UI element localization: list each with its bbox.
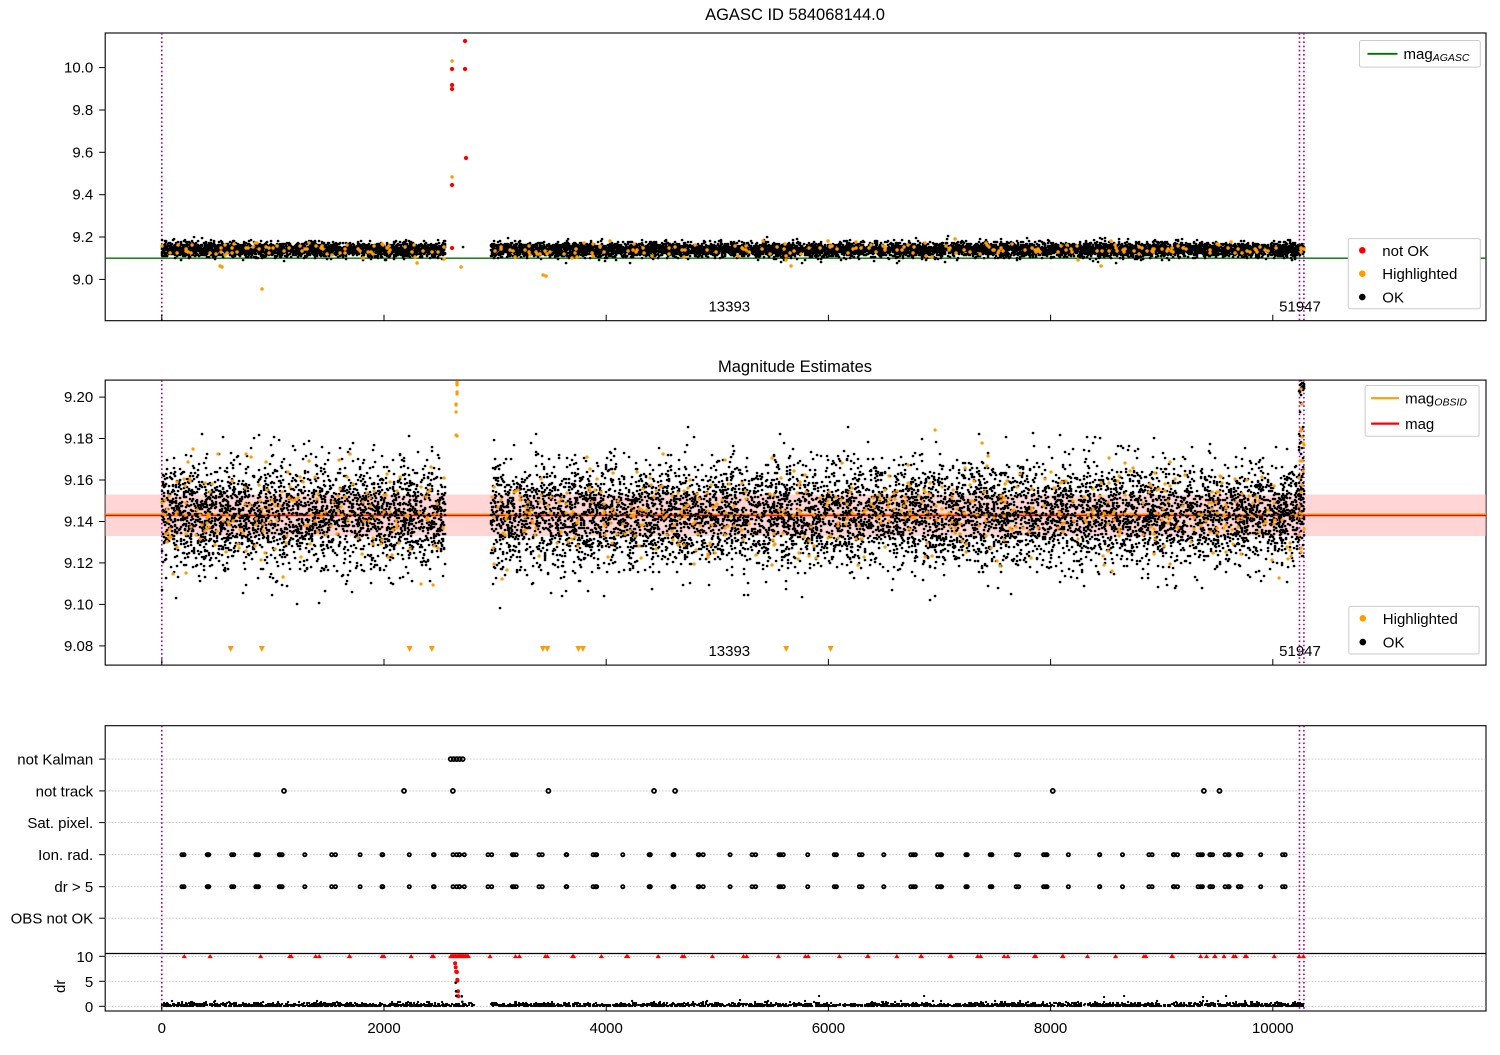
svg-text:Magnitude Estimates: Magnitude Estimates — [718, 358, 872, 376]
svg-text:AGASC ID 584068144.0: AGASC ID 584068144.0 — [705, 6, 885, 24]
svg-text:mag: mag — [1405, 416, 1434, 433]
svg-text:9.2: 9.2 — [72, 229, 93, 246]
svg-text:51947: 51947 — [1279, 643, 1321, 660]
svg-text:9.8: 9.8 — [72, 102, 93, 119]
svg-text:9.4: 9.4 — [72, 187, 93, 204]
svg-text:dr > 5: dr > 5 — [54, 879, 93, 896]
svg-text:13393: 13393 — [708, 299, 750, 316]
svg-text:9.6: 9.6 — [72, 144, 93, 161]
svg-text:9.16: 9.16 — [64, 472, 93, 489]
svg-text:not track: not track — [36, 783, 94, 800]
svg-text:10.0: 10.0 — [64, 60, 93, 77]
svg-text:51947: 51947 — [1279, 299, 1321, 316]
svg-text:9.14: 9.14 — [64, 514, 93, 531]
svg-text:8000: 8000 — [1034, 1020, 1067, 1037]
svg-text:OK: OK — [1382, 290, 1404, 307]
svg-text:9.08: 9.08 — [64, 638, 93, 655]
svg-text:dr: dr — [52, 980, 69, 993]
svg-text:OK: OK — [1383, 635, 1405, 652]
svg-text:9.10: 9.10 — [64, 596, 93, 613]
svg-text:Sat. pixel.: Sat. pixel. — [27, 815, 93, 832]
svg-text:2000: 2000 — [367, 1020, 400, 1037]
svg-text:5: 5 — [85, 974, 93, 991]
svg-text:4000: 4000 — [590, 1020, 623, 1037]
svg-text:0: 0 — [85, 999, 93, 1016]
svg-text:not Kalman: not Kalman — [17, 752, 93, 769]
svg-text:10000: 10000 — [1252, 1020, 1294, 1037]
svg-text:not OK: not OK — [1382, 243, 1429, 260]
svg-text:9.0: 9.0 — [72, 271, 93, 288]
svg-text:0: 0 — [158, 1020, 166, 1037]
svg-text:Ion. rad.: Ion. rad. — [38, 847, 93, 864]
svg-text:OBS not OK: OBS not OK — [11, 911, 94, 928]
svg-text:Highlighted: Highlighted — [1383, 611, 1458, 628]
svg-text:9.20: 9.20 — [64, 389, 93, 406]
svg-text:Highlighted: Highlighted — [1382, 266, 1457, 283]
svg-text:9.18: 9.18 — [64, 431, 93, 448]
svg-text:6000: 6000 — [812, 1020, 845, 1037]
svg-text:10: 10 — [77, 949, 94, 966]
svg-text:9.12: 9.12 — [64, 555, 93, 572]
svg-text:13393: 13393 — [708, 643, 750, 660]
